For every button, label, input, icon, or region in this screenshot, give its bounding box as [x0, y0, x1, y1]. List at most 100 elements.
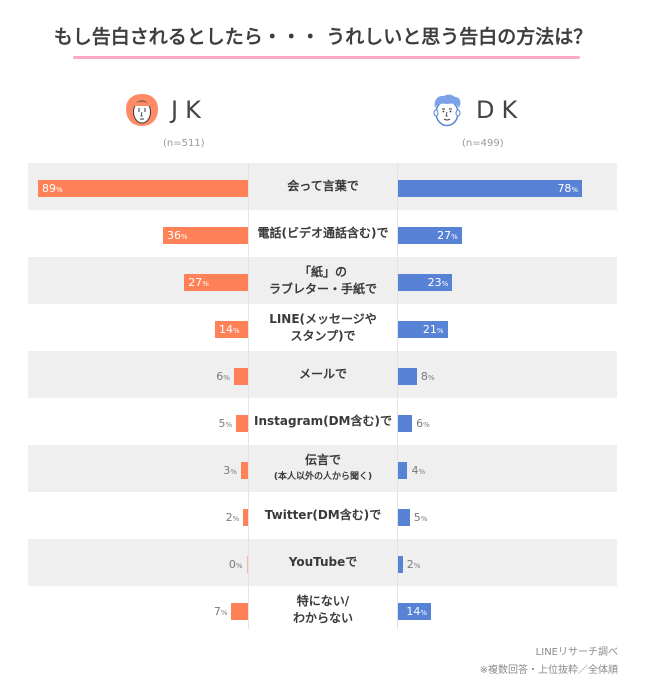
category-label-line: ラブレター・手紙で: [268, 281, 377, 296]
jk-value-number: 36: [167, 229, 182, 242]
category-label: 会って言葉で: [248, 163, 398, 210]
category-label-line: わからない: [292, 610, 353, 625]
category-label-line: 電話(ビデオ通話含む)で: [257, 226, 389, 240]
jk-bar: [231, 603, 248, 620]
dk-bar: [398, 509, 410, 526]
dk-value-number: 21: [422, 323, 437, 336]
category-label-line: スタンプ)で: [290, 328, 356, 343]
jk-value-number: 14: [218, 323, 233, 336]
percent-unit: %: [232, 327, 240, 335]
jk-bar: [243, 509, 248, 526]
dk-value-label: 78%: [557, 181, 578, 198]
category-label-line: 特にない/: [296, 593, 350, 608]
percent-unit: %: [441, 280, 449, 288]
percent-unit: %: [230, 468, 237, 476]
jk-value-label: 27%: [188, 275, 209, 292]
percent-unit: %: [418, 468, 426, 476]
percent-unit: %: [55, 186, 63, 194]
category-label: 特にない/わからない: [248, 586, 398, 633]
jk-bar: [163, 227, 248, 244]
dk-header: DK: [430, 93, 524, 127]
percent-unit: %: [571, 186, 579, 194]
category-label: Instagram(DM含む)で: [248, 398, 398, 445]
percent-unit: %: [451, 233, 458, 241]
jk-bar: [236, 415, 248, 432]
jk-value-label: 7%: [214, 604, 228, 621]
jk-bar: [184, 274, 248, 291]
category-label-line: 伝言で: [304, 452, 341, 467]
percent-unit: %: [232, 515, 240, 523]
dk-value-label: 4%: [411, 463, 425, 480]
butterfly-bar-chart: 89% 78% 会って言葉で 36% 27% 電話(ビデオ通話含む)で 27% 23% 「紙」の…: [28, 163, 617, 633]
category-label: YouTubeで: [248, 539, 398, 586]
dk-bar: [398, 462, 408, 479]
jk-bar: [233, 368, 248, 385]
percent-unit: %: [235, 562, 243, 570]
dk-value-number: 6: [416, 417, 424, 430]
dk-value-number: 23: [427, 276, 442, 289]
chart-title-wrap: もし告白されるとしたら・・・ うれしいと思う告白の方法は？: [0, 22, 646, 55]
right-axis-divider: [397, 163, 398, 629]
percent-unit: %: [225, 421, 233, 429]
jk-value-label: 2%: [226, 510, 240, 527]
percent-unit: %: [420, 515, 428, 523]
jk-value-number: 5: [218, 417, 226, 430]
percent-unit: %: [220, 609, 228, 617]
dk-value-label: 23%: [428, 275, 449, 292]
category-label-line: Instagram(DM含む)で: [254, 414, 392, 428]
category-label: LINE(メッセージや スタンプ)で: [248, 304, 398, 351]
chart-row: 89% 78% 会って言葉で: [28, 163, 617, 210]
jk-sample-size: (n=511): [163, 138, 205, 149]
girl-avatar-icon: [126, 94, 158, 126]
category-label: 電話(ビデオ通話含む)で: [248, 210, 398, 257]
dk-value-number: 27: [437, 229, 452, 242]
dk-value-number: 78: [557, 182, 572, 195]
percent-unit: %: [427, 374, 435, 382]
jk-bar: [240, 462, 248, 479]
boy-avatar-icon: [433, 94, 461, 127]
dk-value-number: 14: [406, 605, 421, 618]
method-note: ※複数回答・上位抜粋／全体順: [479, 665, 618, 676]
category-label-line: 会って言葉で: [287, 179, 359, 193]
chart-row: 6% 8% メールで: [28, 351, 617, 398]
chart-row: 2% 5% Twitter(DM含む)で: [28, 492, 617, 539]
percent-unit: %: [181, 233, 188, 241]
dk-value-label: 5%: [414, 510, 428, 527]
dk-group-name: DK: [476, 96, 525, 124]
category-label: 伝言で (本人以外の人から聞く): [248, 445, 398, 492]
dk-bar: [398, 603, 432, 620]
jk-value-number: 3: [223, 464, 231, 477]
category-label-line: Twitter(DM含む)で: [264, 508, 382, 522]
jk-header: JK: [125, 93, 208, 127]
category-label: 「紙」の ラブレター・手紙で: [248, 257, 398, 304]
jk-value-number: 0: [228, 558, 236, 571]
chart-title: もし告白されるとしたら・・・ うれしいと思う告白の方法は？: [53, 26, 593, 48]
jk-value-label: 36%: [167, 228, 188, 245]
dk-value-number: 5: [413, 511, 421, 524]
dk-value-label: 2%: [407, 557, 421, 574]
chart-row: 36% 27% 電話(ビデオ通話含む)で: [28, 210, 617, 257]
category-label-line: YouTubeで: [288, 555, 358, 569]
category-label-line: (本人以外の人から聞く): [273, 471, 373, 482]
jk-value-label: 14%: [219, 322, 240, 339]
chart-row: 14% 21% LINE(メッセージや スタンプ)で: [28, 304, 617, 351]
jk-value-label: 6%: [216, 369, 230, 386]
jk-value-number: 7: [213, 605, 221, 618]
dk-value-number: 2: [406, 558, 414, 571]
jk-value-label: 89%: [42, 181, 63, 198]
dk-value-number: 8: [420, 370, 428, 383]
dk-sample-size: (n=499): [462, 138, 504, 149]
dk-bar: [398, 368, 417, 385]
source-note: LINEリサーチ調べ: [535, 647, 618, 658]
jk-bar: [37, 180, 248, 197]
jk-value-label: 5%: [219, 416, 233, 433]
dk-bar: [398, 556, 403, 573]
category-label: メールで: [248, 351, 398, 398]
dk-value-label: 21%: [423, 322, 444, 339]
dk-bar: [398, 321, 448, 338]
jk-value-number: 2: [225, 511, 233, 524]
dk-bar: [398, 180, 583, 197]
category-label-line: メールで: [298, 367, 347, 381]
jk-value-number: 89: [41, 182, 56, 195]
percent-unit: %: [413, 562, 421, 570]
